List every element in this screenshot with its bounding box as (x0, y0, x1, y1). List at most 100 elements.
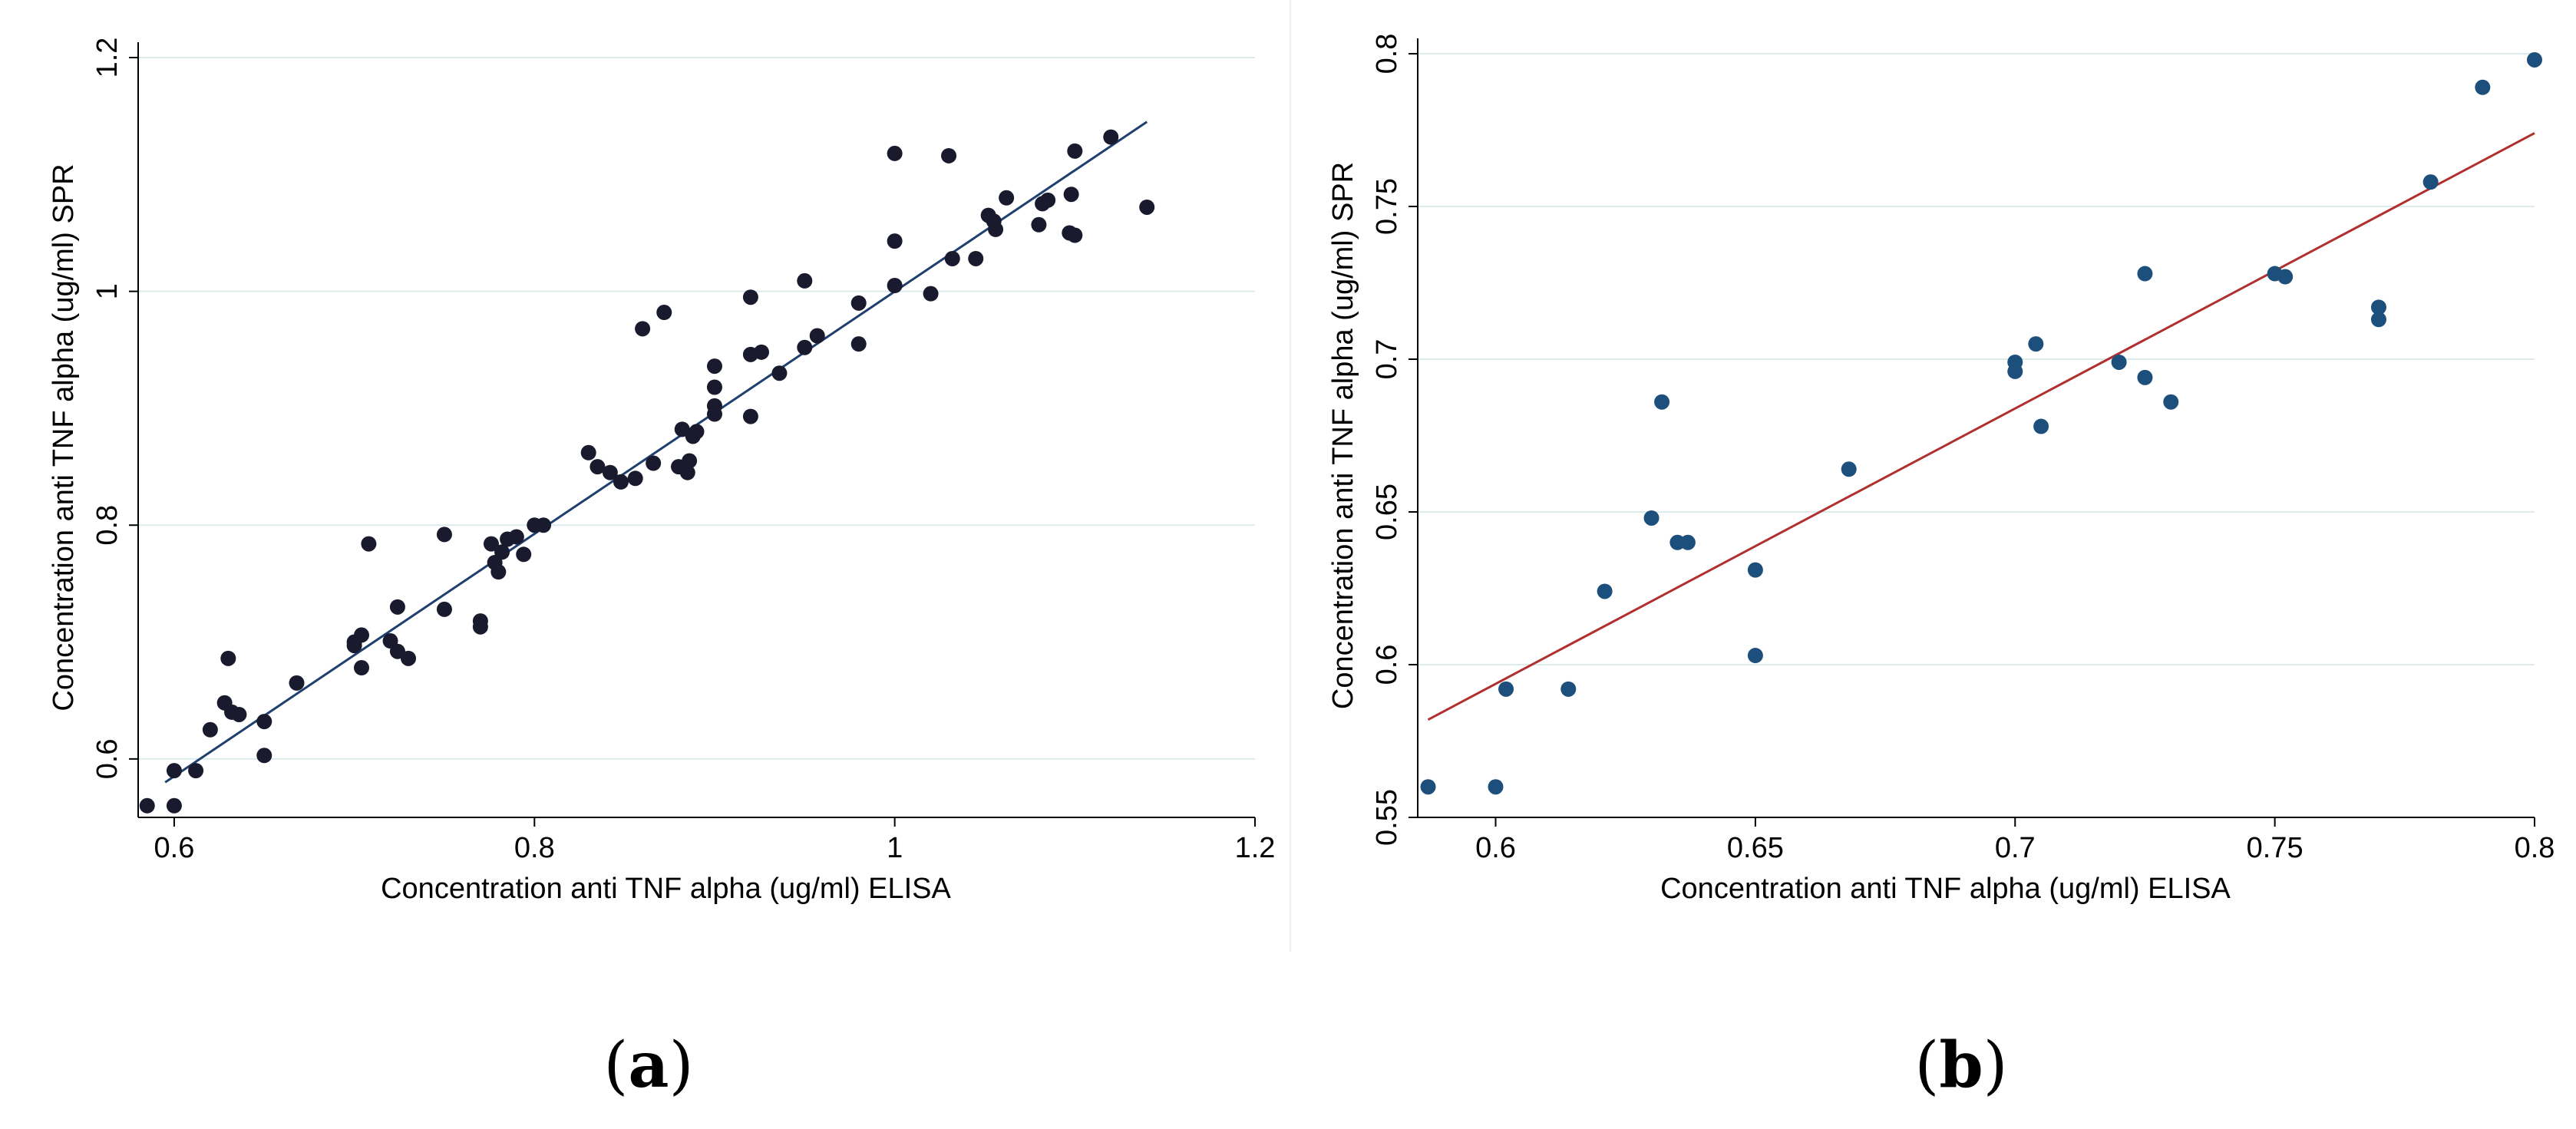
data-point (635, 321, 651, 337)
x-tick-label: 1.2 (1235, 832, 1276, 864)
data-point (2163, 394, 2179, 410)
x-tick-label: 0.6 (1475, 832, 1516, 864)
data-point (706, 398, 722, 414)
data-point (1841, 461, 1857, 477)
data-point (944, 250, 960, 266)
data-point (941, 147, 957, 163)
y-tick-label: 0.7 (1371, 339, 1403, 380)
data-point (166, 763, 182, 779)
data-point (536, 517, 552, 533)
y-axis-title: Concentration anti TNF alpha (ug/ml) SPR (48, 163, 80, 711)
x-axis-title: Concentration anti TNF alpha (ug/ml) ELI… (1660, 873, 2231, 905)
data-point (580, 444, 596, 461)
caption-b-label: b (1939, 1028, 1983, 1102)
data-point (2028, 336, 2044, 352)
data-point (689, 424, 705, 440)
data-point (289, 675, 305, 691)
data-point (483, 536, 499, 552)
data-point (2277, 269, 2294, 285)
data-point (508, 529, 524, 545)
data-point (220, 650, 236, 666)
data-point (494, 544, 510, 560)
data-point (602, 464, 618, 480)
y-tick-label: 0.65 (1371, 484, 1403, 540)
data-point (887, 233, 903, 249)
fit-line (164, 120, 1148, 784)
y-tick-label: 1.2 (91, 38, 124, 78)
data-point (753, 344, 769, 360)
y-tick-label: 0.75 (1371, 178, 1403, 235)
y-tick-label: 0.55 (1371, 789, 1403, 846)
scatter-chart-b: 0.55 0.6 0.65 0.7 0.75 0.8 0.6 0.65 0.7 0.75 0.8 Co… (1327, 34, 2555, 905)
data-point (742, 289, 758, 305)
data-point (1488, 779, 1504, 795)
data-point (656, 305, 672, 321)
data-point (361, 536, 377, 552)
data-point (850, 295, 867, 311)
x-tick-label: 0.8 (514, 832, 555, 864)
data-point (613, 474, 629, 490)
data-point (436, 527, 452, 543)
y-axis-title: Concentration anti TNF alpha (ug/ml) SPR (1327, 162, 1359, 709)
data-point (2137, 369, 2153, 385)
caption-b: (b) (1914, 1028, 2008, 1102)
y-tick-label: 1 (91, 283, 124, 299)
data-point (256, 748, 272, 764)
fit-line (1427, 132, 2535, 721)
data-point (2527, 51, 2542, 68)
chart-panel-a: 0.6 0.8 1 1.2 0.6 0.8 1 1.2 Concentration anti T… (0, 0, 1276, 952)
data-point (2111, 354, 2127, 370)
data-point (1498, 681, 1514, 697)
data-point (1063, 187, 1079, 203)
data-point (1031, 216, 1047, 233)
data-point (436, 601, 452, 617)
data-point (2370, 299, 2386, 315)
data-point (1420, 779, 1436, 795)
data-point (401, 650, 417, 666)
data-point (627, 470, 643, 487)
data-point (354, 627, 369, 643)
data-point (887, 145, 903, 161)
caption-a: (a) (603, 1028, 694, 1102)
data-point (797, 339, 813, 355)
y-tick-label: 0.6 (91, 738, 124, 779)
x-tick-label: 0.7 (1995, 832, 2036, 864)
y-tick-label: 0.6 (1371, 645, 1403, 685)
data-point (139, 797, 155, 814)
data-point (850, 336, 867, 352)
data-point (2422, 174, 2439, 190)
data-point (256, 714, 272, 730)
data-point (679, 464, 695, 480)
x-tick-label: 0.6 (154, 832, 195, 864)
x-tick-label: 0.65 (1727, 832, 1784, 864)
y-tick-label: 0.8 (91, 505, 124, 546)
data-point (923, 286, 939, 302)
data-point (1654, 394, 1670, 410)
data-point (389, 599, 405, 615)
data-point (472, 613, 488, 629)
data-point (231, 706, 247, 722)
data-point (188, 763, 204, 779)
data-point (742, 408, 758, 424)
data-point (887, 278, 903, 293)
data-point (706, 379, 722, 395)
data-point (1747, 562, 1763, 578)
data-point (1067, 227, 1083, 243)
data-point (1597, 583, 1613, 599)
caption-a-label: a (628, 1028, 669, 1102)
data-point (1747, 648, 1763, 664)
data-point (968, 250, 984, 266)
data-point (988, 221, 1004, 237)
y-tick-label: 0.8 (1371, 34, 1403, 74)
x-tick-label: 1 (887, 832, 903, 864)
data-point (2370, 312, 2386, 328)
data-point (2033, 418, 2049, 434)
data-point (166, 797, 182, 814)
chart-panel-b: 0.55 0.6 0.65 0.7 0.75 0.8 0.6 0.65 0.7 0.75 0.8 Co… (1290, 0, 2576, 952)
data-point (809, 328, 825, 344)
data-point (490, 564, 507, 580)
data-point (1679, 534, 1696, 550)
data-point (202, 721, 218, 738)
data-point (1067, 143, 1083, 159)
scatter-chart-a: 0.6 0.8 1 1.2 0.6 0.8 1 1.2 Concentration anti T… (48, 38, 1276, 905)
